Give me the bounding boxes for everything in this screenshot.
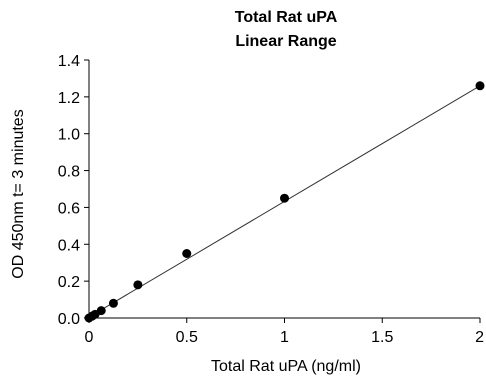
x-tick-label: 1 [280, 329, 289, 346]
x-tick-label: 0.5 [176, 329, 198, 346]
data-point [182, 249, 192, 258]
y-tick-label: 1.4 [58, 53, 80, 70]
y-tick-label: 0.0 [58, 311, 80, 328]
axes [88, 60, 480, 319]
y-tick-label: 0.8 [58, 164, 80, 181]
y-tick-label: 0.2 [58, 274, 80, 291]
y-axis-ticks: 0.0 0.2 0.4 0.6 0.8 1.0 1.2 1.4 [58, 53, 89, 328]
x-tick-label: 1.5 [371, 329, 393, 346]
data-point [133, 280, 143, 290]
chart-title-line2: Linear Range [235, 33, 336, 50]
data-point [108, 298, 118, 308]
y-tick-label: 1.0 [58, 127, 80, 144]
y-tick-label: 1.2 [58, 90, 80, 107]
data-point [280, 193, 289, 203]
data-points [84, 81, 485, 323]
x-axis-ticks: 0 0.5 1 1.5 2 [85, 318, 484, 346]
y-tick-label: 0.6 [58, 200, 80, 217]
data-point [475, 81, 485, 91]
y-tick-label: 0.4 [58, 237, 80, 254]
y-axis-label: OD 450nm t= 3 minutes [10, 109, 27, 278]
data-point [96, 306, 106, 316]
x-axis-label: Total Rat uPA (ng/ml) [211, 358, 361, 375]
x-tick-label: 0 [85, 329, 94, 346]
x-tick-label: 2 [475, 329, 484, 346]
chart-title-line1: Total Rat uPA [235, 9, 338, 26]
